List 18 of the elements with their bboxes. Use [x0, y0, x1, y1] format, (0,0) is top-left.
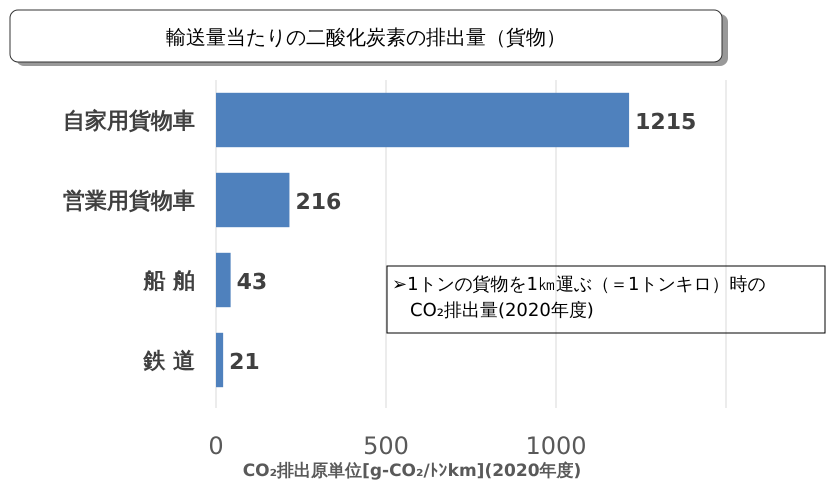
- x-tick-label: 1000: [525, 432, 587, 460]
- x-tick-label: 500: [363, 432, 409, 460]
- y-tick-label: 鉄 道: [142, 349, 195, 374]
- bar: [216, 252, 231, 308]
- data-label: 21: [229, 350, 260, 375]
- data-label: 216: [295, 190, 342, 215]
- y-tick-label: 自家用貨物車: [63, 108, 195, 134]
- x-axis-title: CO₂排出原単位[g-CO₂/ﾄﾝkm](2020年度): [242, 461, 582, 481]
- bar: [216, 92, 630, 148]
- bar: [216, 332, 224, 388]
- annotation: ➢1トンの貨物を1㎞運ぶ（＝1トンキロ）時のCO₂排出量(2020年度): [392, 274, 766, 321]
- y-tick-label: 営業用貨物車: [63, 189, 195, 214]
- data-label: 1215: [635, 110, 696, 135]
- x-tick-label: 0: [208, 432, 224, 460]
- bar: [216, 172, 290, 228]
- data-label: 43: [236, 270, 268, 295]
- y-tick-label: 船 舶: [142, 269, 195, 294]
- chart-title: 輸送量当たりの二酸化炭素の排出量（貨物）: [166, 25, 566, 49]
